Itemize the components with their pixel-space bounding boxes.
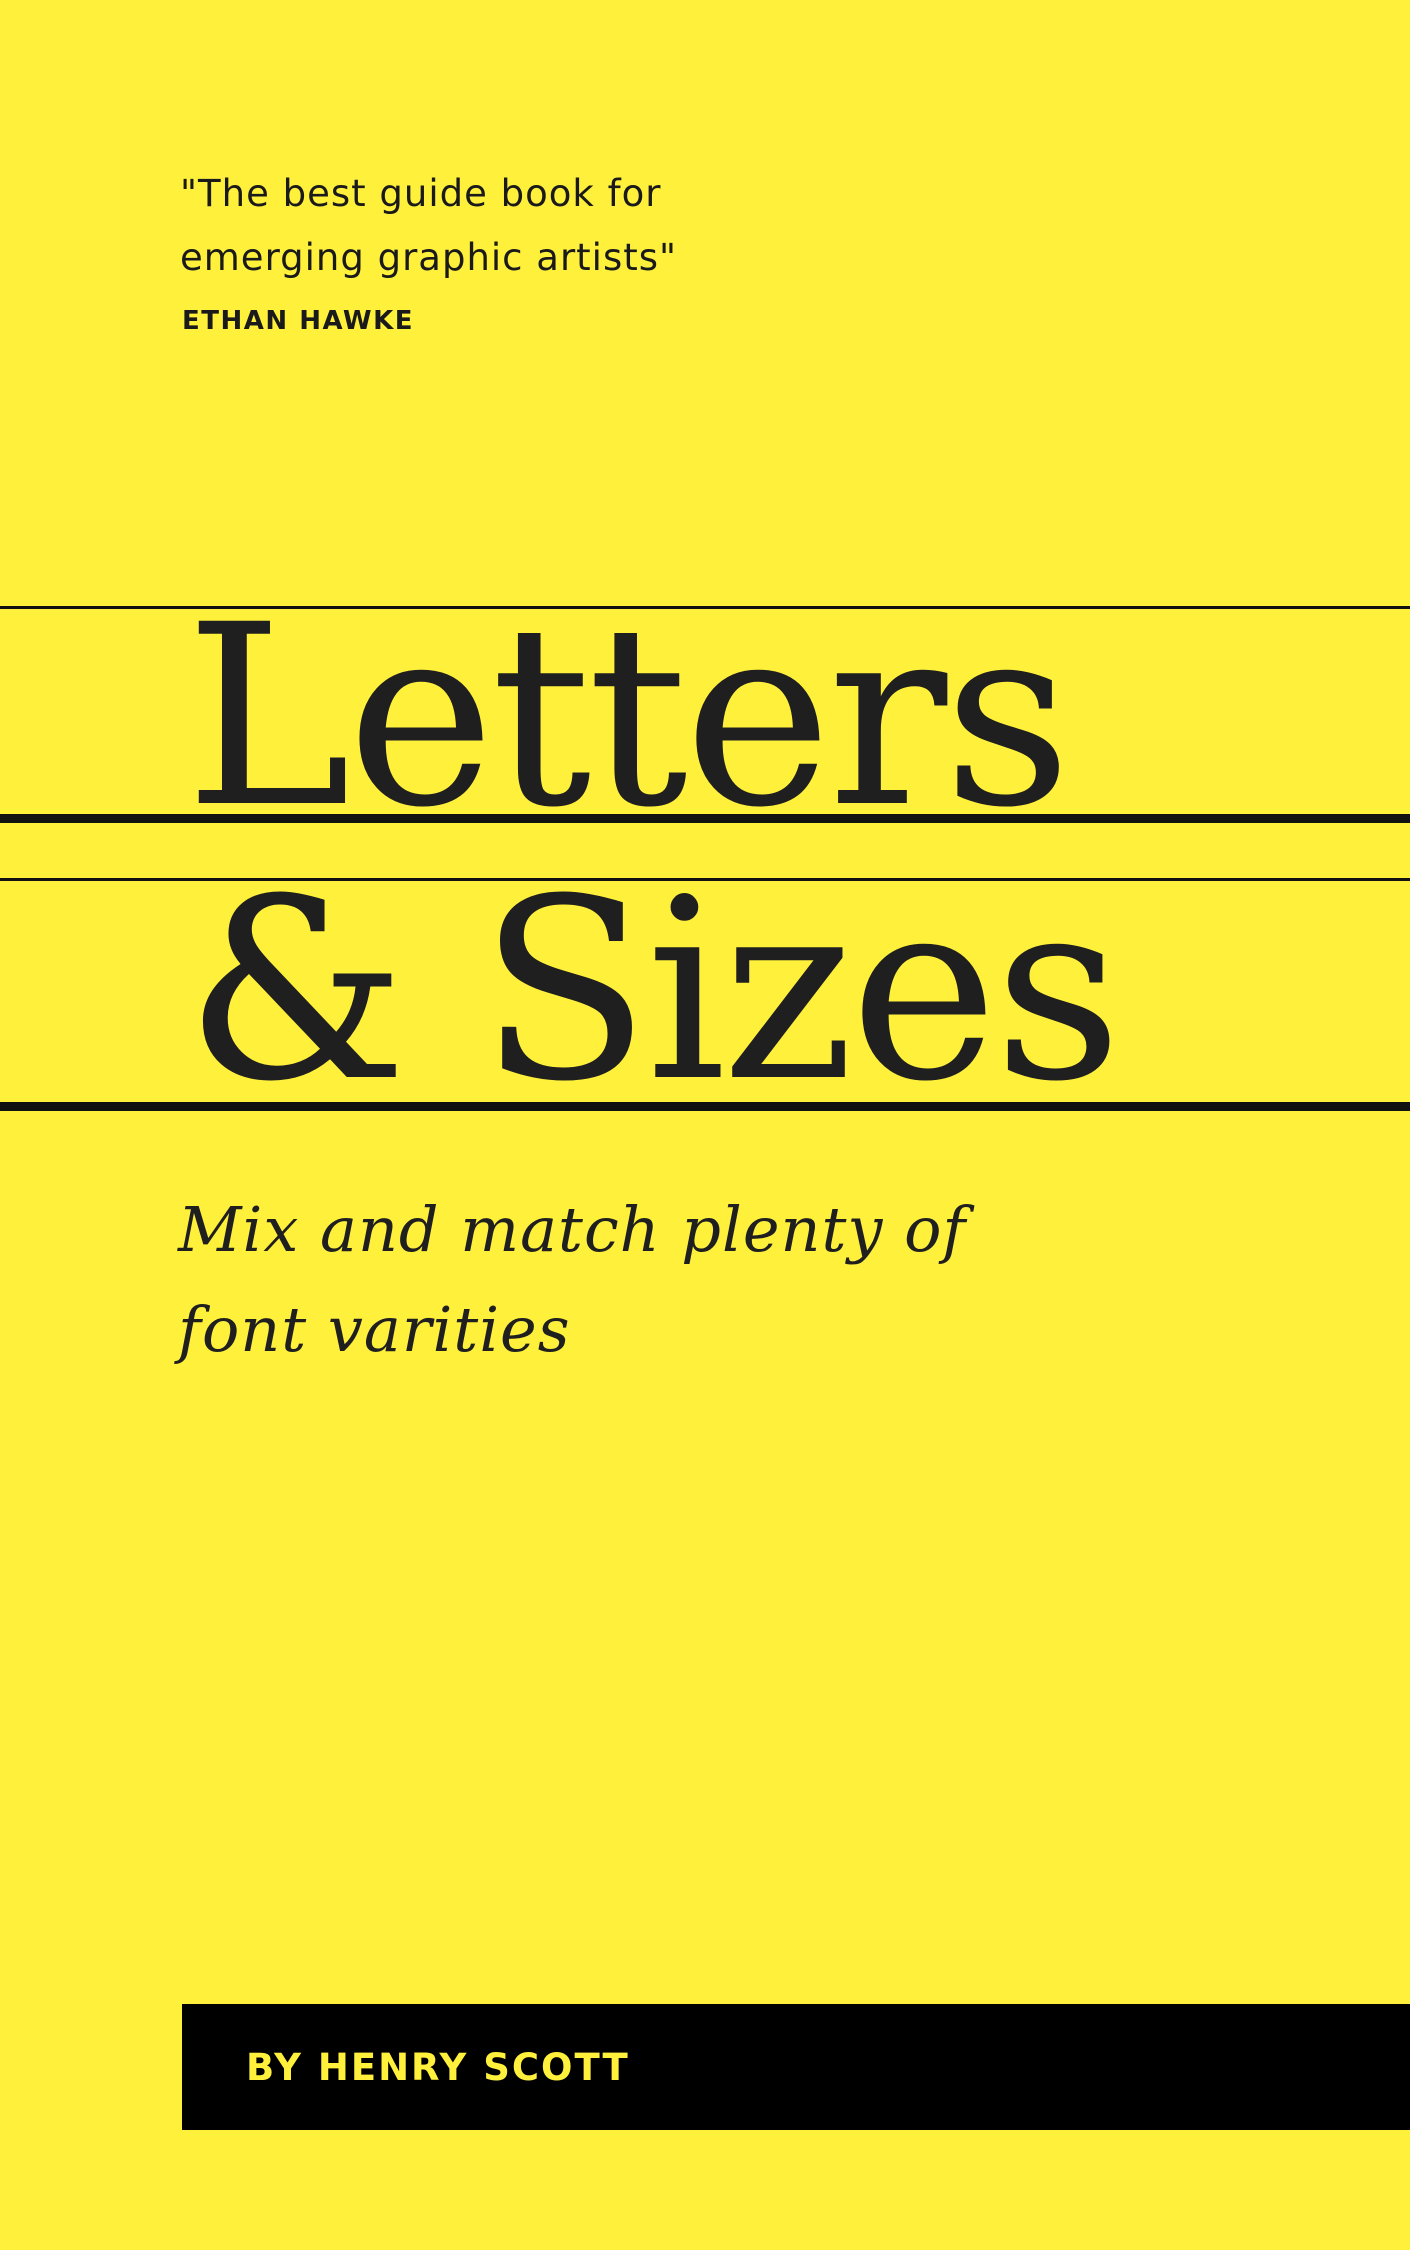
- quote-line-1: "The best guide book for: [180, 172, 662, 215]
- subtitle-line-1: Mix and match plenty of: [178, 1193, 967, 1266]
- title-baseline-rule-1: [0, 814, 1410, 823]
- title-top-rule-1: [0, 606, 1410, 609]
- title-line-1: Letters: [185, 571, 1072, 862]
- quote-attribution: ETHAN HAWKE: [182, 306, 414, 336]
- author-name: BY HENRY SCOTT: [246, 2046, 630, 2089]
- author-bar: BY HENRY SCOTT: [182, 2004, 1410, 2130]
- endorsement-quote: "The best guide book for emerging graphi…: [180, 162, 1080, 290]
- quote-line-2: emerging graphic artists": [180, 236, 678, 279]
- title-baseline-rule-2: [0, 1102, 1410, 1111]
- title-line-2: & Sizes: [185, 845, 1122, 1136]
- subtitle-line-2: font varities: [178, 1293, 571, 1366]
- title-top-rule-2: [0, 878, 1410, 881]
- subtitle: Mix and match plenty of font varities: [178, 1180, 1278, 1380]
